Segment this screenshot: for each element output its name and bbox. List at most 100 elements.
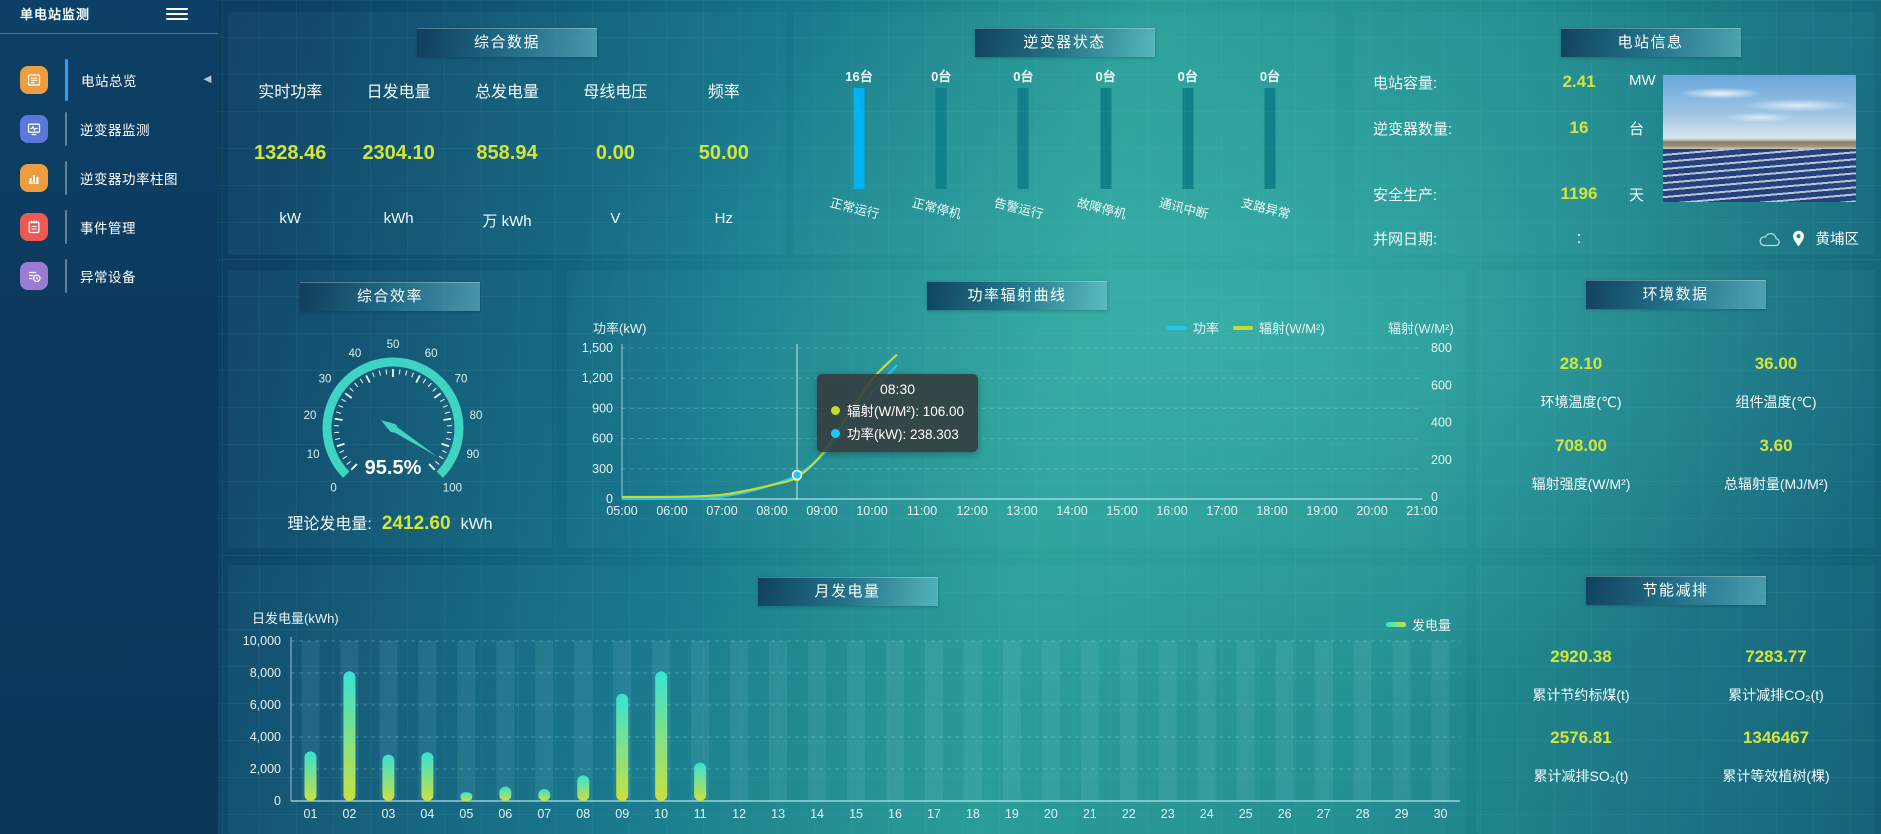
menu-hamburger-icon[interactable] bbox=[166, 5, 188, 21]
svg-text:8,000: 8,000 bbox=[250, 666, 281, 680]
info-value: 16 bbox=[1569, 118, 1589, 137]
sidebar-item-2[interactable]: 逆变器监测 bbox=[0, 104, 218, 153]
location-pin-icon[interactable] bbox=[1792, 230, 1805, 247]
station-location-row: 黄埔区 bbox=[1758, 228, 1860, 249]
panel-title: 节能减排 bbox=[1585, 576, 1766, 605]
stat-label: 实时功率 bbox=[258, 84, 323, 101]
sidebar: 单电站监测 电站总览 逆变器监测 逆变器功率柱图事件管理异常设备 bbox=[0, 0, 218, 834]
stat-value: 50.00 bbox=[698, 142, 749, 164]
svg-text:0: 0 bbox=[330, 482, 336, 494]
sidebar-header: 单电站监测 bbox=[0, 0, 218, 34]
svg-text:21: 21 bbox=[1083, 807, 1097, 821]
legend-radiation-label: 辐射(W/M²) bbox=[1259, 321, 1325, 336]
bar-chart-legend: 发电量 bbox=[1386, 615, 1451, 634]
legend-item-radiation[interactable]: 辐射(W/M²) bbox=[1233, 318, 1325, 337]
panel-title-text: 环境数据 bbox=[1642, 286, 1709, 303]
station-info-row-2: 逆变器数量: 16 台 bbox=[1373, 118, 1644, 138]
power-radiation-chart[interactable]: 0 300 600 900 1,200 1,500 0 200 400 600 800 功率(kW) 辐… bbox=[567, 270, 1467, 548]
status-count: 16台 bbox=[845, 69, 873, 84]
svg-text:25: 25 bbox=[1239, 807, 1253, 821]
station-location: 黄埔区 bbox=[1815, 232, 1860, 248]
svg-text:11:00: 11:00 bbox=[907, 504, 937, 518]
sidebar-item-4[interactable]: 事件管理 bbox=[0, 202, 218, 251]
sidebar-item-5[interactable]: 异常设备 bbox=[0, 251, 218, 300]
energy_panel-label-4: 累计等效植树(棵) bbox=[1722, 768, 1830, 784]
svg-text:0: 0 bbox=[606, 492, 613, 506]
panel-power-radiation-curve: 功率辐射曲线 功率 辐射(W/M²) 0 300 600 900 1,200 1,500 0… bbox=[567, 270, 1467, 548]
svg-text:08:00: 08:00 bbox=[756, 504, 787, 518]
env_panel-label-4: 总辐射量(MJ/M²) bbox=[1723, 476, 1829, 492]
env_panel-value-2: 36.00 bbox=[1754, 354, 1798, 373]
env_panel-label-3: 辐射强度(W/M²) bbox=[1531, 476, 1631, 492]
overview-stats: 实时功率 1328.46 kW 日发电量 2304.10 kWh 总发电量 858.94 万 k… bbox=[236, 58, 778, 255]
svg-text:10:00: 10:00 bbox=[856, 504, 887, 518]
stat-label: 总发电量 bbox=[474, 84, 539, 101]
overview-stat-1: 实时功率 1328.46 kW bbox=[236, 58, 344, 255]
tooltip-time: 08:30 bbox=[879, 381, 916, 397]
theoretical-generation-unit: kWh bbox=[460, 516, 493, 533]
svg-text:23: 23 bbox=[1161, 807, 1175, 821]
svg-text:40: 40 bbox=[348, 348, 361, 360]
svg-text:02: 02 bbox=[342, 807, 356, 821]
svg-text:200: 200 bbox=[1431, 453, 1452, 467]
status-label: 正常停机 bbox=[910, 195, 963, 222]
station-info-row-4: 并网日期:: bbox=[1373, 228, 1581, 248]
environment-grid: 28.10 环境温度(℃) 36.00 组件温度(℃) 708.00 辐射强度(W/M²)… bbox=[1476, 270, 1875, 548]
status-count: 0台 bbox=[1259, 69, 1281, 84]
stat-unit: kWh bbox=[383, 210, 414, 227]
svg-text:日发电量(kWh): 日发电量(kWh) bbox=[252, 611, 339, 626]
svg-text:300: 300 bbox=[592, 462, 613, 476]
panel-title: 逆变器状态 bbox=[974, 28, 1155, 57]
status-label: 告警运行 bbox=[993, 195, 1045, 222]
legend-item-power[interactable]: 功率 bbox=[1167, 318, 1219, 337]
panel-title: 月发电量 bbox=[757, 577, 938, 606]
event-management-icon bbox=[20, 212, 48, 241]
legend-item-generation[interactable]: 发电量 bbox=[1386, 615, 1451, 634]
panel-title-text: 逆变器状态 bbox=[1023, 34, 1106, 51]
svg-text:12:00: 12:00 bbox=[956, 504, 987, 518]
tooltip-item-2: 功率(kW): 238.303 bbox=[831, 423, 964, 443]
sidebar-item-label: 事件管理 bbox=[80, 220, 136, 236]
tooltip-item-1: 辐射(W/M²): 106.00 bbox=[831, 400, 964, 420]
info-label: 并网日期: bbox=[1373, 231, 1438, 248]
status-count: 0台 bbox=[1013, 69, 1034, 84]
station-overview-icon bbox=[20, 65, 48, 94]
svg-text:1,200: 1,200 bbox=[582, 371, 613, 385]
status-count: 0台 bbox=[1177, 69, 1198, 84]
svg-text:60: 60 bbox=[425, 348, 438, 360]
svg-text:24: 24 bbox=[1200, 807, 1214, 821]
stat-value: 1328.46 bbox=[254, 142, 327, 164]
svg-text:11: 11 bbox=[694, 807, 707, 821]
svg-text:100: 100 bbox=[443, 482, 462, 494]
monthly-generation-chart[interactable]: 0 2,000 4,000 6,000 8,000 10,000 日发电量(kWh) 01 02… bbox=[228, 565, 1467, 834]
sidebar-item-3[interactable]: 逆变器功率柱图 bbox=[0, 153, 218, 202]
efficiency-gauge-chart[interactable]: 0 10 20 30 40 50 60 70 80 90 100 95.5% bbox=[228, 270, 552, 548]
svg-text:18:00: 18:00 bbox=[1256, 504, 1287, 518]
stat-label: 日发电量 bbox=[366, 84, 431, 101]
env_panel-label-2: 组件温度(℃) bbox=[1735, 394, 1817, 410]
svg-text:09:00: 09:00 bbox=[806, 504, 837, 518]
sidebar-collapse-icon[interactable]: ◄ bbox=[201, 71, 214, 86]
env_panel-value-4: 3.60 bbox=[1759, 436, 1793, 455]
status-bar bbox=[853, 88, 865, 189]
svg-text:30: 30 bbox=[1434, 807, 1448, 821]
svg-text:17:00: 17:00 bbox=[1206, 504, 1237, 518]
stat-unit: 万 kWh bbox=[482, 213, 532, 230]
weather-cloud-icon[interactable] bbox=[1758, 231, 1781, 247]
energy_panel-label-3: 累计减排SO₂(t) bbox=[1533, 768, 1629, 784]
panel-title-text: 节能减排 bbox=[1642, 582, 1709, 599]
svg-text:900: 900 bbox=[592, 401, 613, 415]
energy_panel-label-2: 累计减排CO₂(t) bbox=[1728, 687, 1824, 703]
svg-text:0: 0 bbox=[274, 794, 281, 808]
theoretical-generation-row: 理论发电量: 2412.60 kWh bbox=[228, 510, 552, 535]
inverter-status-6: 0台 支路异常 bbox=[1230, 62, 1310, 249]
sidebar-item-1[interactable]: 电站总览 bbox=[0, 55, 218, 104]
theoretical-generation-label: 理论发电量: bbox=[287, 516, 372, 533]
abnormal-device-icon bbox=[20, 261, 48, 290]
panel-title-text: 月发电量 bbox=[814, 583, 881, 600]
svg-text:21:00: 21:00 bbox=[1406, 504, 1437, 518]
panel-title: 功率辐射曲线 bbox=[927, 281, 1107, 310]
svg-text:22: 22 bbox=[1122, 807, 1136, 821]
inverter-status-2: 0台 正常停机 bbox=[901, 62, 981, 249]
svg-text:16: 16 bbox=[888, 807, 902, 821]
